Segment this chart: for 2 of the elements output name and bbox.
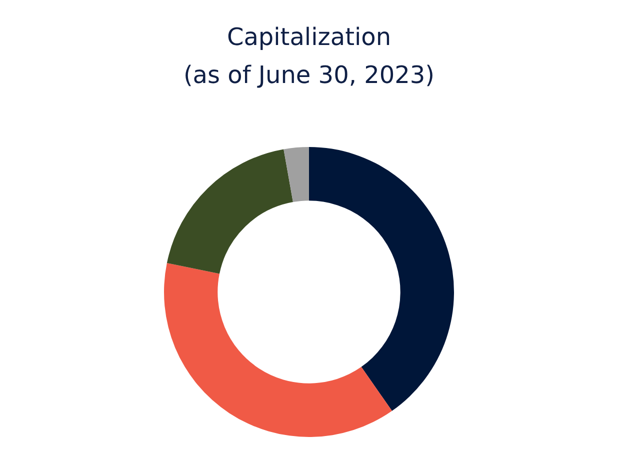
chart-title: Capitalization xyxy=(226,22,392,53)
chart-subtitle: (as of June 30, 2023) xyxy=(182,60,436,91)
